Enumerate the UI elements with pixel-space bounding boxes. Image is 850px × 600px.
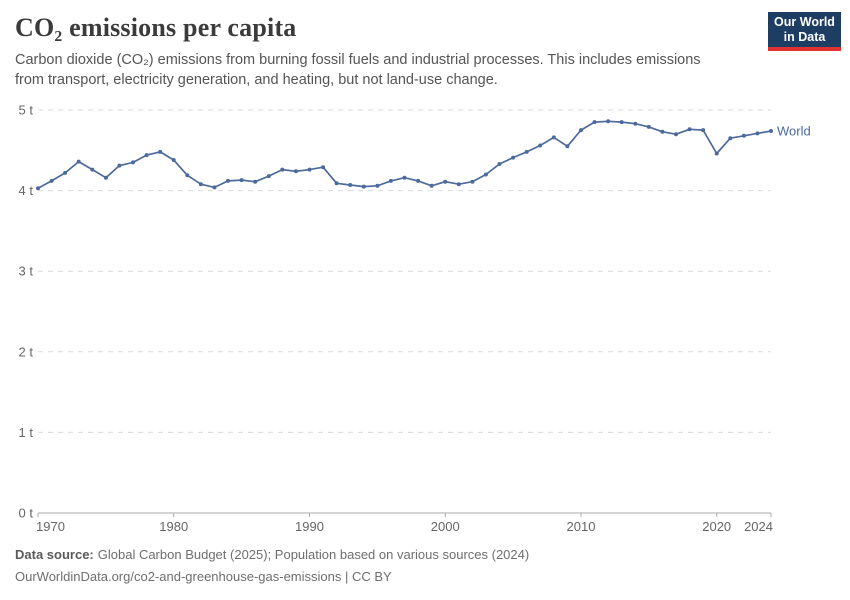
data-point[interactable] [239, 178, 244, 183]
data-point[interactable] [226, 178, 230, 183]
data-point[interactable] [592, 120, 597, 125]
x-axis-label: 2000 [431, 519, 460, 534]
data-point[interactable] [565, 144, 570, 149]
owid-logo-line1: Our World [774, 15, 835, 29]
data-point[interactable] [769, 129, 773, 133]
footer-link[interactable]: OurWorldinData.org/co2-and-greenhouse-ga… [15, 569, 392, 584]
data-source-line: Data source: Global Carbon Budget (2025);… [15, 544, 529, 566]
data-point[interactable] [307, 167, 312, 172]
owid-logo-line2: in Data [783, 30, 826, 44]
chart-footer: Data source: Global Carbon Budget (2025);… [15, 544, 529, 588]
data-point[interactable] [714, 151, 719, 156]
data-point[interactable] [470, 179, 475, 184]
data-point[interactable] [293, 169, 298, 174]
data-point[interactable] [511, 155, 516, 160]
data-point[interactable] [755, 131, 760, 136]
page-title: CO₂ emissions per capita [15, 13, 297, 42]
data-point[interactable] [103, 175, 108, 180]
y-axis-label: 1 t [19, 425, 34, 440]
series-label: World [777, 123, 811, 138]
x-axis-label: 1970 [36, 519, 65, 534]
data-point[interactable] [185, 173, 190, 178]
x-axis-label: 1980 [159, 519, 188, 534]
owid-logo[interactable]: Our World in Data [768, 12, 841, 51]
data-point[interactable] [619, 120, 624, 125]
data-point[interactable] [674, 132, 678, 137]
data-point[interactable] [701, 128, 706, 133]
data-point[interactable] [375, 183, 380, 188]
data-point[interactable] [497, 162, 502, 166]
y-axis-label: 4 t [19, 183, 34, 198]
data-point[interactable] [579, 128, 583, 133]
data-point[interactable] [348, 183, 353, 187]
x-axis-label: 2010 [567, 519, 596, 534]
data-point[interactable] [63, 170, 68, 175]
y-axis-label: 2 t [19, 344, 34, 359]
data-point[interactable] [117, 163, 122, 168]
data-point[interactable] [76, 159, 81, 164]
data-point[interactable] [538, 143, 543, 148]
data-point[interactable] [198, 182, 203, 187]
data-point[interactable] [36, 186, 40, 191]
data-point[interactable] [416, 178, 421, 183]
data-point[interactable] [402, 175, 407, 180]
data-point[interactable] [646, 124, 651, 129]
data-source-label: Data source: [15, 547, 94, 562]
data-point[interactable] [606, 119, 611, 124]
y-axis-label: 3 t [19, 264, 34, 279]
data-point[interactable] [158, 149, 163, 154]
data-point[interactable] [212, 185, 217, 190]
data-point[interactable] [388, 178, 393, 183]
data-point[interactable] [49, 178, 54, 183]
data-point[interactable] [90, 167, 95, 172]
x-axis-label: 1990 [295, 519, 324, 534]
data-point[interactable] [266, 174, 271, 179]
data-point[interactable] [728, 136, 733, 141]
data-point[interactable] [687, 127, 692, 132]
data-point[interactable] [171, 158, 176, 162]
data-source-text: Global Carbon Budget (2025); Population … [97, 547, 530, 562]
x-axis-label: 2020 [702, 519, 731, 534]
data-point[interactable] [456, 182, 461, 187]
data-point[interactable] [633, 121, 638, 126]
data-point[interactable] [524, 149, 529, 154]
data-point[interactable] [144, 153, 149, 158]
data-point[interactable] [361, 184, 366, 189]
data-point[interactable] [429, 183, 434, 188]
y-axis-label: 5 t [19, 103, 34, 118]
data-point[interactable] [131, 160, 135, 165]
data-point[interactable] [321, 165, 326, 170]
data-point[interactable] [741, 133, 746, 138]
chart-subtitle: Carbon dioxide (CO₂) emissions from burn… [15, 52, 701, 88]
x-axis-label: 2024 [744, 519, 773, 534]
data-point[interactable] [443, 179, 448, 184]
data-point[interactable] [280, 167, 285, 172]
data-point[interactable] [551, 135, 556, 140]
data-point[interactable] [253, 179, 258, 184]
data-point[interactable] [483, 172, 488, 177]
data-point[interactable] [660, 129, 665, 134]
data-point[interactable] [334, 181, 339, 186]
y-axis-label: 0 t [19, 506, 34, 521]
